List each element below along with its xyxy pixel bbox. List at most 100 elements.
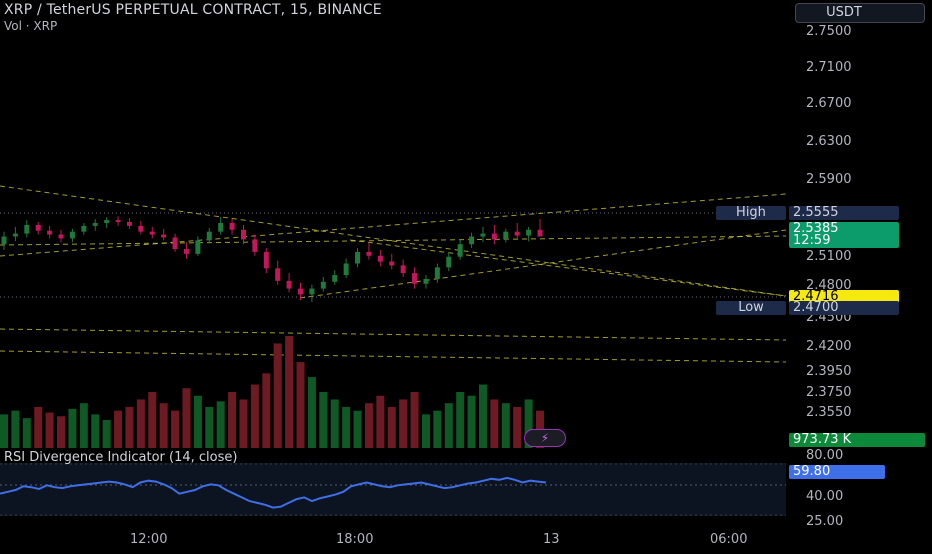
volume-bar bbox=[330, 399, 339, 448]
volume-bar bbox=[216, 401, 225, 448]
symbol-title[interactable]: XRP / TetherUS PERPETUAL CONTRACT, 15, B… bbox=[4, 2, 382, 18]
trendline-1 bbox=[0, 193, 787, 257]
volume-bar bbox=[421, 414, 430, 448]
candle-body bbox=[275, 268, 281, 281]
volume-bar bbox=[205, 406, 214, 448]
time-axis-label: 18:00 bbox=[336, 532, 374, 547]
candle-body bbox=[252, 239, 258, 252]
volume-bar bbox=[478, 384, 487, 448]
candle-body bbox=[104, 220, 110, 223]
candle-body bbox=[92, 222, 98, 226]
volume-bar bbox=[91, 414, 100, 448]
candle-body bbox=[206, 231, 212, 241]
trendline-4 bbox=[0, 328, 787, 341]
price-axis-label: 2.4200 bbox=[806, 339, 852, 354]
candle-body bbox=[526, 229, 532, 236]
volume-bar bbox=[399, 399, 408, 448]
low-value-tag: 2.4700 bbox=[789, 301, 899, 315]
rsi-indicator-title[interactable]: RSI Divergence Indicator (14, close) bbox=[4, 450, 238, 465]
price-axis-label: 2.7100 bbox=[806, 60, 852, 75]
volume-bar bbox=[501, 403, 510, 448]
candle-body bbox=[298, 288, 304, 295]
volume-bar bbox=[456, 392, 465, 448]
time-axis-label: 13 bbox=[543, 532, 560, 547]
volume-bar bbox=[364, 403, 373, 448]
volume-bar bbox=[57, 416, 66, 448]
alert-level-tag[interactable]: 2.4716 bbox=[789, 290, 899, 304]
volume-indicator-label[interactable]: Vol · XRP bbox=[4, 19, 58, 33]
candle-body bbox=[138, 225, 144, 232]
candle-body bbox=[115, 220, 121, 223]
price-axis-label: 2.3950 bbox=[806, 364, 852, 379]
currency-button-label: USDT bbox=[826, 5, 862, 20]
price-axis-label: 2.5100 bbox=[806, 249, 852, 264]
candle-body bbox=[229, 222, 235, 230]
candle-body bbox=[58, 234, 64, 239]
volume-bar bbox=[159, 403, 168, 448]
volume-bar bbox=[410, 392, 419, 448]
volume-bar bbox=[22, 418, 31, 448]
candle-body bbox=[537, 229, 543, 237]
candle-body bbox=[35, 224, 41, 231]
time-axis-label: 06:00 bbox=[710, 532, 748, 547]
price-axis-label: 2.7500 bbox=[806, 24, 852, 39]
volume-bar bbox=[513, 406, 522, 448]
trendline-5 bbox=[0, 350, 787, 363]
candle-body bbox=[412, 273, 418, 284]
candle-body bbox=[434, 267, 440, 279]
price-axis-label: 2.3550 bbox=[806, 405, 852, 420]
lightning-bolt-icon[interactable]: ⚡ bbox=[524, 429, 566, 447]
candle-body bbox=[332, 275, 338, 282]
candle-body bbox=[366, 251, 372, 256]
price-axis-label: 2.4800 bbox=[806, 278, 852, 293]
candle-body bbox=[503, 231, 509, 240]
candle-body bbox=[343, 263, 349, 276]
candle-body bbox=[161, 234, 167, 238]
rsi-value-tag: 59.80 bbox=[789, 465, 885, 479]
volume-bar bbox=[125, 406, 134, 448]
volume-bar bbox=[182, 388, 191, 448]
trendline-3 bbox=[299, 229, 787, 299]
volume-bar bbox=[285, 336, 294, 448]
candle-body bbox=[69, 231, 75, 239]
volume-bar bbox=[444, 403, 453, 448]
candle-body bbox=[1, 236, 7, 245]
volume-bar bbox=[376, 395, 385, 448]
volume-bar bbox=[68, 408, 77, 448]
candle-body bbox=[183, 249, 189, 254]
price-axis-label: 2.3750 bbox=[806, 385, 852, 400]
volume-bar bbox=[45, 412, 54, 448]
time-axis-label: 12:00 bbox=[130, 532, 168, 547]
candle-body bbox=[126, 222, 132, 226]
candle-body bbox=[377, 255, 383, 262]
volume-value-tag: 973.73 K bbox=[789, 433, 925, 447]
volume-bar bbox=[171, 410, 180, 448]
candle-body bbox=[480, 233, 486, 237]
rsi-line bbox=[0, 476, 547, 509]
price-axis-label: 2.6300 bbox=[806, 134, 852, 149]
candle-body bbox=[81, 225, 87, 232]
volume-bar bbox=[490, 399, 499, 448]
volume-bar bbox=[193, 395, 202, 448]
low-label-tag: Low bbox=[716, 301, 786, 315]
candle-body bbox=[172, 237, 178, 250]
candle-body bbox=[400, 265, 406, 274]
candle-body bbox=[320, 281, 326, 289]
volume-bar bbox=[296, 362, 305, 448]
rsi-axis-label: 80.00 bbox=[806, 448, 844, 463]
volume-bar bbox=[79, 403, 88, 448]
volume-bar bbox=[148, 392, 157, 448]
volume-bar bbox=[467, 395, 476, 448]
countdown-tag: 12:59 bbox=[789, 234, 899, 248]
volume-bar bbox=[250, 384, 259, 448]
candle-body bbox=[355, 251, 361, 264]
volume-bar bbox=[239, 399, 248, 448]
volume-bar bbox=[34, 406, 43, 448]
candle-body bbox=[469, 236, 475, 245]
candle-body bbox=[24, 224, 30, 234]
candle-body bbox=[514, 231, 520, 236]
rsi-band bbox=[0, 463, 786, 516]
currency-button[interactable]: USDT bbox=[795, 3, 925, 23]
